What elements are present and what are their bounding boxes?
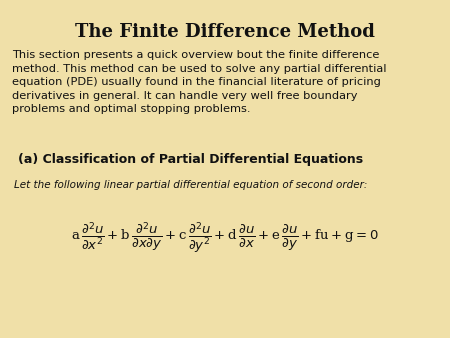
Text: $\mathregular{a}\,\dfrac{\partial^2 u}{\partial x^2} + \mathregular{b}\,\dfrac{\: $\mathregular{a}\,\dfrac{\partial^2 u}{\… [71, 220, 379, 255]
Text: This section presents a quick overview bout the finite difference
method. This m: This section presents a quick overview b… [12, 50, 387, 114]
Text: Let the following linear partial differential equation of second order:: Let the following linear partial differe… [14, 180, 367, 190]
Text: (a) Classification of Partial Differential Equations: (a) Classification of Partial Differenti… [18, 153, 363, 166]
Text: The Finite Difference Method: The Finite Difference Method [75, 23, 375, 41]
